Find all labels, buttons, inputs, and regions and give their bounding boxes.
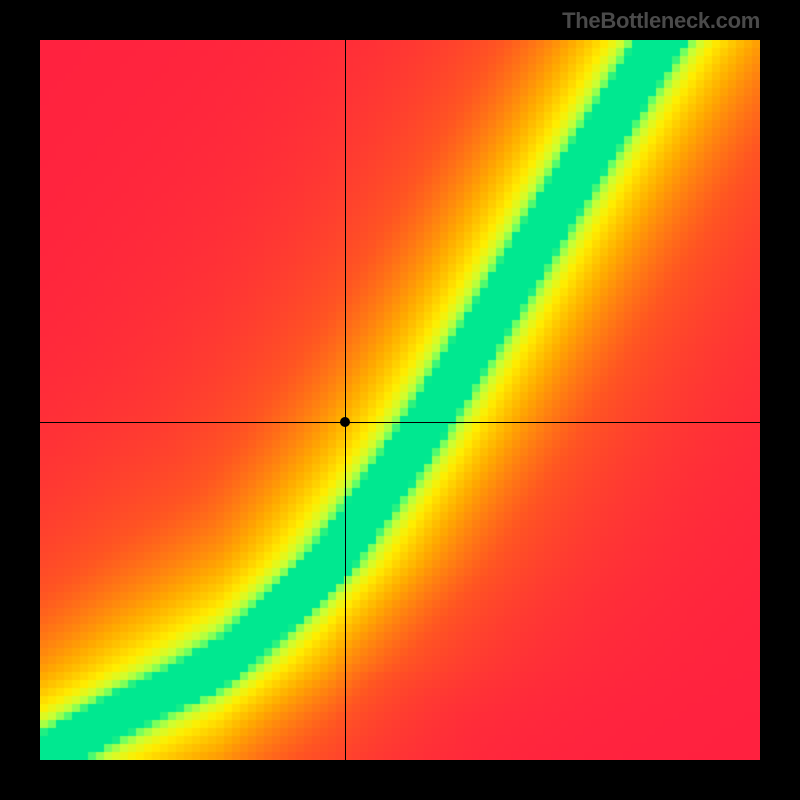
crosshair-horizontal [40, 422, 760, 423]
crosshair-dot [340, 417, 350, 427]
plot-area [40, 40, 760, 760]
crosshair-vertical [345, 40, 346, 760]
heatmap-canvas [40, 40, 760, 760]
watermark-text: TheBottleneck.com [562, 8, 760, 34]
